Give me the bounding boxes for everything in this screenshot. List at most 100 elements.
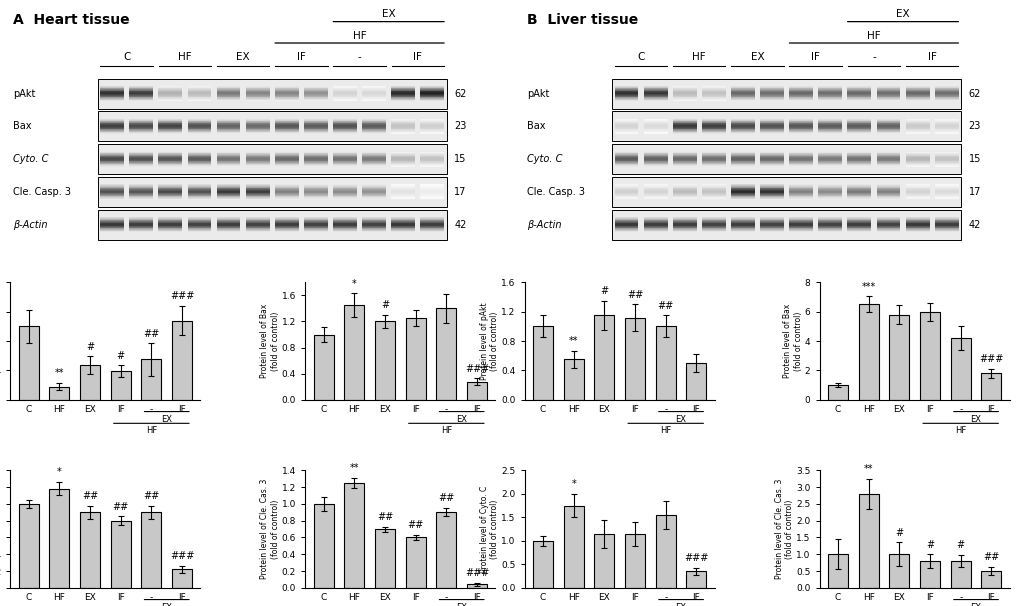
Bar xyxy=(933,165,958,167)
Bar xyxy=(172,570,192,588)
Bar xyxy=(789,130,812,131)
Bar xyxy=(759,161,784,162)
Bar xyxy=(274,198,299,199)
Bar xyxy=(391,156,415,157)
Bar xyxy=(100,153,124,154)
Bar xyxy=(100,190,124,191)
Bar xyxy=(847,220,870,221)
Bar xyxy=(847,100,870,101)
Bar xyxy=(362,227,385,228)
Bar xyxy=(905,88,928,89)
Bar xyxy=(158,185,182,186)
Bar xyxy=(933,220,958,221)
Bar xyxy=(905,190,928,191)
Bar xyxy=(158,196,182,197)
Bar xyxy=(216,155,240,156)
Bar xyxy=(847,96,870,98)
Bar xyxy=(701,100,726,101)
Bar xyxy=(391,130,415,131)
Bar xyxy=(362,120,385,121)
Bar xyxy=(905,95,928,96)
Bar xyxy=(905,159,928,160)
Bar xyxy=(905,186,928,187)
Bar xyxy=(613,190,638,191)
Bar xyxy=(129,94,153,95)
Bar xyxy=(362,97,385,98)
Bar xyxy=(613,125,638,127)
Bar xyxy=(391,230,415,231)
Bar xyxy=(333,119,357,121)
Bar xyxy=(611,144,960,174)
Text: ##: ## xyxy=(408,520,423,530)
Bar xyxy=(100,187,124,188)
Bar xyxy=(246,121,269,122)
Bar xyxy=(274,94,299,95)
Bar xyxy=(129,159,153,160)
Bar xyxy=(847,122,870,123)
Bar xyxy=(304,162,327,164)
Bar xyxy=(613,191,638,192)
Bar xyxy=(274,95,299,96)
Bar xyxy=(129,184,153,185)
Bar xyxy=(129,87,153,88)
Bar xyxy=(759,230,784,231)
Bar xyxy=(158,122,182,123)
Bar xyxy=(129,164,153,165)
Bar xyxy=(643,156,666,157)
Bar xyxy=(673,92,696,93)
Bar xyxy=(933,132,958,133)
Bar xyxy=(731,156,754,157)
Bar xyxy=(731,152,754,153)
Bar xyxy=(905,187,928,188)
Bar xyxy=(613,129,638,130)
Bar xyxy=(701,187,726,188)
Bar xyxy=(701,198,726,199)
Bar xyxy=(875,93,900,95)
Bar xyxy=(391,90,415,91)
Bar xyxy=(375,529,394,588)
Bar xyxy=(129,91,153,92)
Bar xyxy=(613,90,638,92)
Bar xyxy=(933,221,958,222)
Bar xyxy=(420,220,444,221)
Bar xyxy=(129,100,153,101)
Bar xyxy=(933,217,958,218)
Bar xyxy=(158,89,182,90)
Bar xyxy=(789,190,812,191)
Bar xyxy=(731,129,754,130)
Bar xyxy=(333,131,357,132)
Bar xyxy=(789,155,812,156)
Bar xyxy=(643,119,666,121)
Bar xyxy=(789,195,812,196)
Text: HF: HF xyxy=(146,426,157,435)
Bar xyxy=(362,132,385,133)
Bar xyxy=(933,164,958,165)
Bar xyxy=(643,86,666,87)
Bar xyxy=(673,165,696,167)
Bar xyxy=(420,119,444,121)
Bar xyxy=(731,100,754,101)
Bar xyxy=(759,196,784,197)
Bar xyxy=(701,90,726,92)
Bar xyxy=(333,188,357,189)
Bar xyxy=(643,198,666,199)
Bar xyxy=(847,159,870,160)
Bar xyxy=(304,153,327,154)
Bar xyxy=(100,219,124,221)
Bar xyxy=(673,124,696,125)
Bar xyxy=(129,126,153,127)
Bar xyxy=(216,86,240,87)
Bar xyxy=(847,186,870,187)
Bar xyxy=(391,153,415,154)
Bar xyxy=(673,217,696,218)
Bar xyxy=(875,160,900,161)
Bar xyxy=(875,228,900,229)
Bar xyxy=(420,127,444,128)
Bar xyxy=(701,97,726,98)
Bar xyxy=(933,162,958,164)
Bar xyxy=(420,95,444,96)
Bar xyxy=(362,229,385,230)
Bar xyxy=(333,123,357,124)
Bar xyxy=(673,194,696,195)
Bar xyxy=(875,121,900,122)
